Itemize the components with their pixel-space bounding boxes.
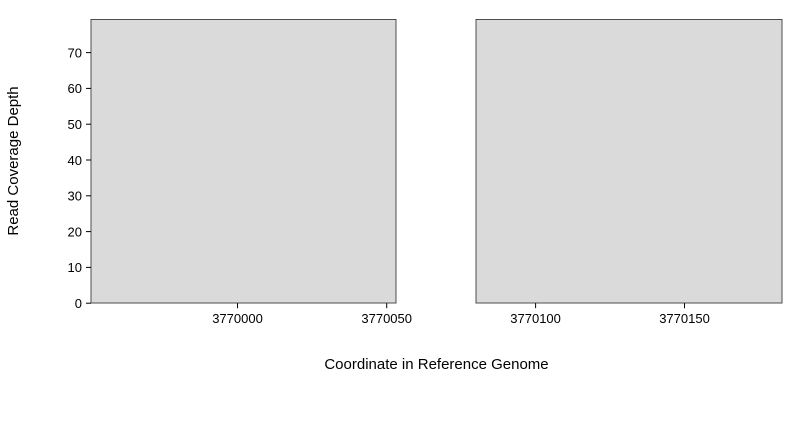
svg-text:3770100: 3770100: [510, 311, 561, 326]
svg-text:3770000: 3770000: [212, 311, 263, 326]
svg-text:Coordinate in Reference Genome: Coordinate in Reference Genome: [324, 356, 548, 373]
svg-text:70: 70: [68, 45, 82, 60]
svg-text:40: 40: [68, 153, 82, 168]
svg-text:60: 60: [68, 81, 82, 96]
svg-text:0: 0: [75, 296, 82, 311]
svg-text:10: 10: [68, 260, 82, 275]
svg-text:3770150: 3770150: [659, 311, 710, 326]
svg-text:30: 30: [68, 189, 82, 204]
svg-text:Read Coverage Depth: Read Coverage Depth: [5, 86, 22, 235]
svg-text:20: 20: [68, 224, 82, 239]
svg-text:3770050: 3770050: [361, 311, 412, 326]
svg-text:50: 50: [68, 117, 82, 132]
